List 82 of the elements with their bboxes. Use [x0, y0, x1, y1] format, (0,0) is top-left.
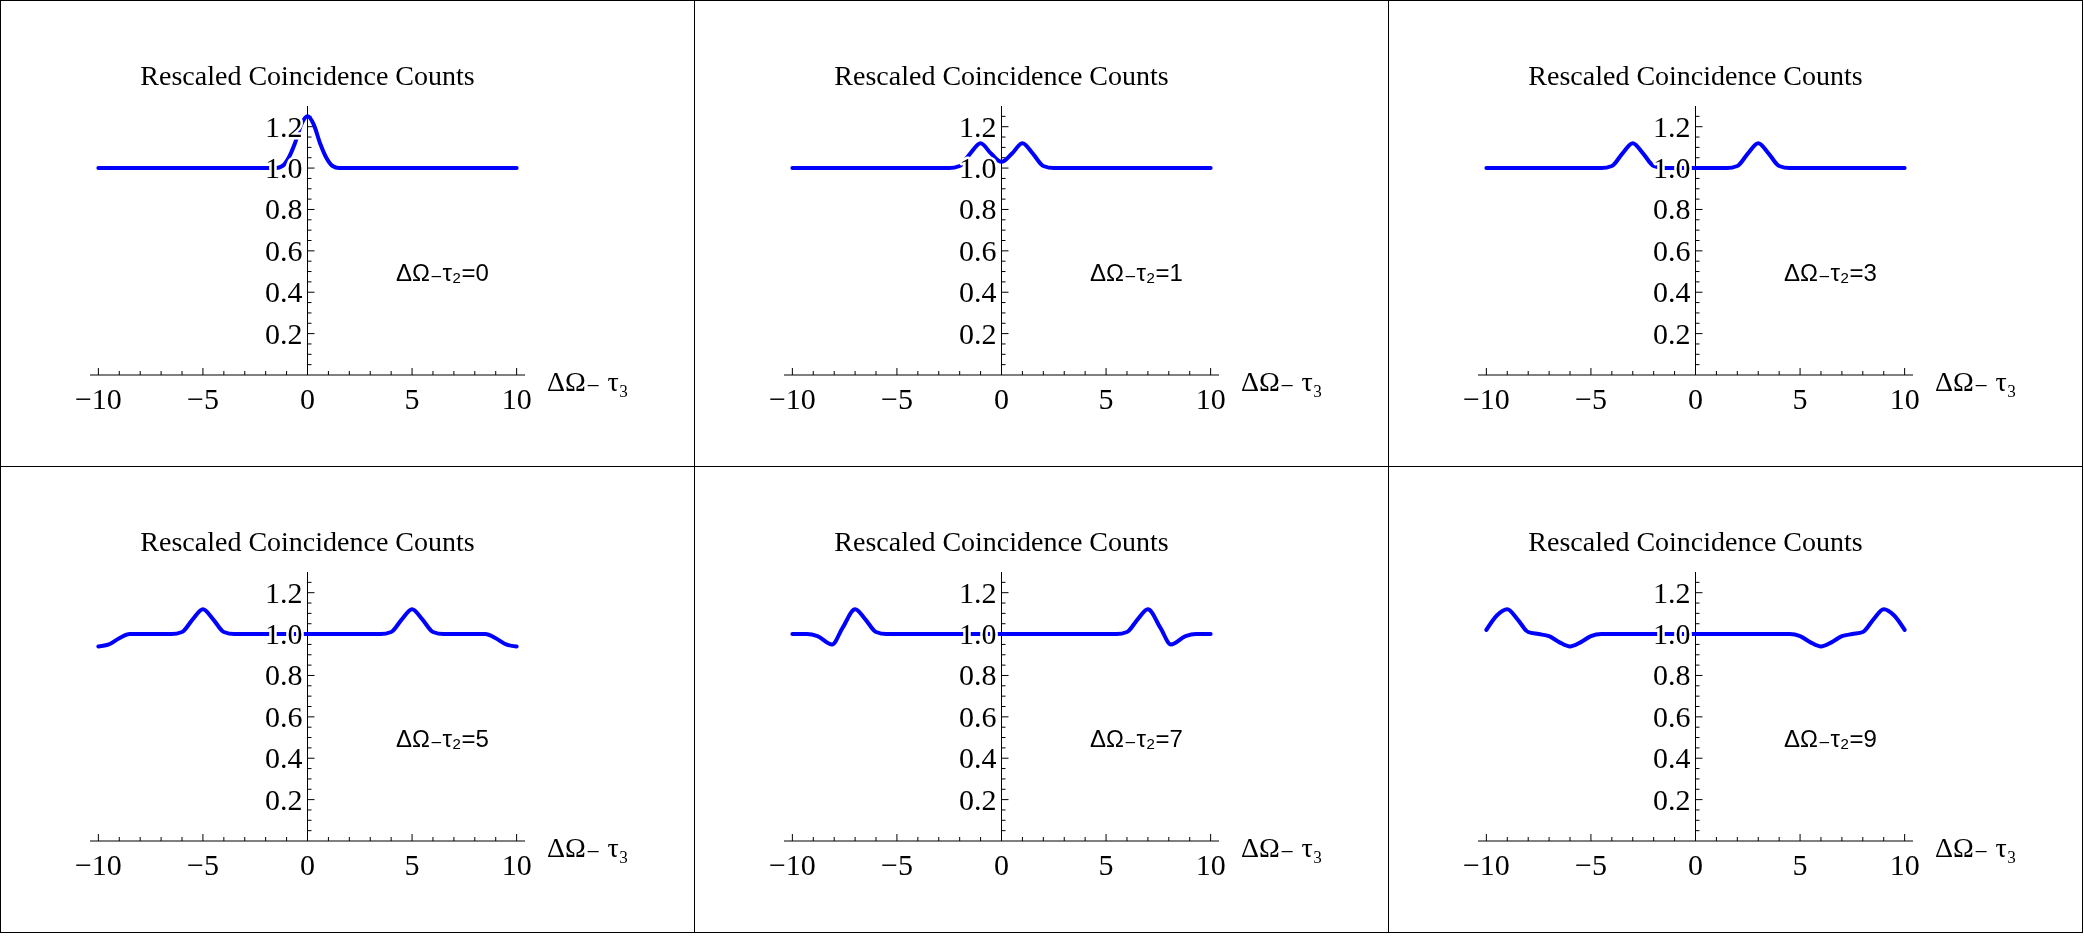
- y-tick-label: 1.2: [1653, 109, 1691, 143]
- x-axis-title: ΔΩ₋ τ₃: [1241, 366, 1323, 397]
- y-tick-label: 1.2: [959, 109, 997, 143]
- x-tick-label: −5: [1574, 848, 1607, 881]
- y-tick-label: 0.6: [265, 233, 303, 267]
- x-tick-label: 0: [300, 382, 315, 415]
- x-tick-label: −10: [768, 848, 816, 881]
- annotation: ΔΩ₋τ₂=1: [1089, 258, 1183, 286]
- y-tick-label: 0.6: [1653, 233, 1691, 267]
- annotation: ΔΩ₋τ₂=5: [395, 724, 489, 752]
- y-tick-label: 1.0: [959, 151, 997, 185]
- y-tick-label: 0.8: [265, 192, 303, 226]
- x-tick-label: −5: [1574, 382, 1607, 415]
- x-axis-title: ΔΩ₋ τ₃: [547, 832, 629, 863]
- x-tick-label: 5: [404, 382, 420, 415]
- y-tick-label: 1.2: [959, 575, 997, 609]
- y-tick-label: 1.2: [1653, 575, 1691, 609]
- y-tick-label: 0.8: [959, 658, 997, 692]
- chart-title: Rescaled Coincidence Counts: [140, 526, 475, 557]
- x-tick-label: 10: [1195, 848, 1226, 881]
- x-tick-label: −10: [74, 382, 122, 415]
- x-tick-label: 5: [404, 848, 420, 881]
- y-tick-label: 0.6: [265, 699, 303, 733]
- y-tick-label: 0.2: [1653, 316, 1691, 350]
- x-tick-label: −10: [1462, 382, 1510, 415]
- x-tick-label: 0: [994, 848, 1009, 881]
- y-tick-label: 0.4: [1653, 741, 1691, 775]
- y-tick-label: 0.8: [959, 192, 997, 226]
- y-tick-label: 0.2: [265, 316, 303, 350]
- x-axis-title: ΔΩ₋ τ₃: [547, 366, 629, 397]
- x-tick-label: 0: [1688, 848, 1703, 881]
- annotation: ΔΩ₋τ₂=7: [1089, 724, 1183, 752]
- y-tick-label: 0.2: [1653, 782, 1691, 816]
- x-tick-label: 0: [300, 848, 315, 881]
- y-tick-label: 0.4: [265, 275, 303, 309]
- y-tick-label: 0.6: [959, 699, 997, 733]
- y-tick-label: 0.4: [1653, 275, 1691, 309]
- chart-title: Rescaled Coincidence Counts: [1528, 526, 1863, 557]
- x-tick-label: −10: [1462, 848, 1510, 881]
- chart-title: Rescaled Coincidence Counts: [140, 60, 475, 91]
- y-tick-label: 1.2: [265, 575, 303, 609]
- y-tick-label: 0.2: [959, 316, 997, 350]
- chart-title: Rescaled Coincidence Counts: [834, 60, 1169, 91]
- x-tick-label: −10: [74, 848, 122, 881]
- y-tick-label: 0.8: [1653, 658, 1691, 692]
- chart-title: Rescaled Coincidence Counts: [1528, 60, 1863, 91]
- y-tick-label: 0.4: [959, 275, 997, 309]
- y-tick-label: 0.6: [959, 233, 997, 267]
- x-tick-label: 5: [1098, 848, 1114, 881]
- line-series: [96, 607, 519, 649]
- x-axis-title: ΔΩ₋ τ₃: [1241, 832, 1323, 863]
- x-tick-label: −10: [768, 382, 816, 415]
- x-tick-label: 10: [1195, 382, 1226, 415]
- x-axis-title: ΔΩ₋ τ₃: [1935, 832, 2017, 863]
- x-tick-label: −5: [880, 382, 913, 415]
- line-series: [790, 607, 1213, 647]
- y-tick-label: 0.2: [265, 782, 303, 816]
- annotation: ΔΩ₋τ₂=0: [395, 258, 489, 286]
- x-tick-label: 5: [1792, 382, 1808, 415]
- y-tick-label: 0.2: [959, 782, 997, 816]
- y-tick-label: 1.2: [265, 109, 303, 143]
- x-tick-label: 10: [1889, 848, 1920, 881]
- x-tick-label: 5: [1792, 848, 1808, 881]
- x-tick-label: −5: [186, 848, 219, 881]
- x-tick-label: 10: [1889, 382, 1920, 415]
- annotation: ΔΩ₋τ₂=3: [1783, 258, 1877, 286]
- annotation: ΔΩ₋τ₂=9: [1783, 724, 1877, 752]
- x-tick-label: 5: [1098, 382, 1114, 415]
- x-tick-label: 0: [994, 382, 1009, 415]
- x-axis-title: ΔΩ₋ τ₃: [1935, 366, 2017, 397]
- x-tick-label: 10: [501, 382, 532, 415]
- line-series: [1484, 607, 1907, 649]
- chart-title: Rescaled Coincidence Counts: [834, 526, 1169, 557]
- y-tick-label: 0.6: [1653, 699, 1691, 733]
- x-tick-label: 0: [1688, 382, 1703, 415]
- x-tick-label: −5: [880, 848, 913, 881]
- x-tick-label: −5: [186, 382, 219, 415]
- y-tick-label: 0.8: [265, 658, 303, 692]
- x-tick-label: 10: [501, 848, 532, 881]
- y-tick-label: 0.8: [1653, 192, 1691, 226]
- y-tick-label: 0.4: [265, 741, 303, 775]
- y-tick-label: 0.4: [959, 741, 997, 775]
